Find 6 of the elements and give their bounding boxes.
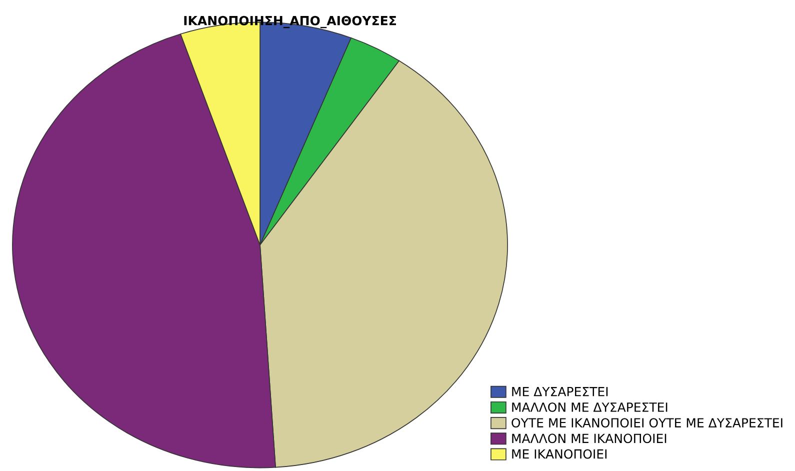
legend-label: ΟΥΤΕ ΜΕ ΙΚΑΝΟΠΟΙΕΙ ΟΥΤΕ ΜΕ ΔΥΣΑΡΕΣΤΕΙ	[512, 418, 782, 428]
legend-label: ΜΕ ΙΚΑΝΟΠΟΙΕΙ	[512, 449, 607, 459]
chart-title: ΙΚΑΝΟΠΟΙΗΣΗ_ΑΠΟ_ΑΙΘΟΥΣΕΣ	[184, 16, 396, 28]
legend-label: ΜΑΛΛΟΝ ΜΕ ΔΥΣΑΡΕΣΤΕΙ	[512, 402, 668, 412]
legend-label: ΜΕ ΔΥΣΑΡΕΣΤΕΙ	[512, 387, 608, 396]
legend-label: ΜΑΛΛΟΝ ΜΕ ΙΚΑΝΟΠΟΙΕΙ	[512, 434, 666, 444]
